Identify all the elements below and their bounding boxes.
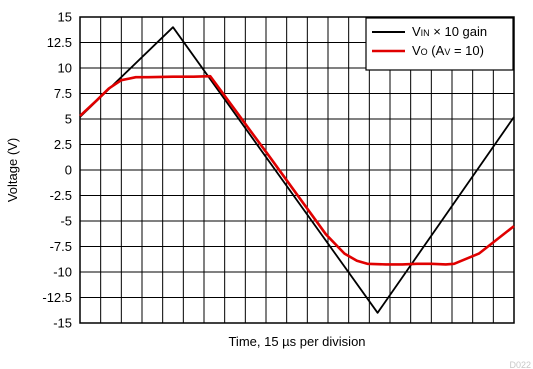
- y-tick-labels: 15 12.5 10 7.5 5 2.5 0 -2.5 -5 -7.5 -10 -12.5 -15: [42, 10, 72, 331]
- figure-id-watermark: D022: [509, 360, 531, 369]
- y-tick-label: -7.5: [50, 239, 72, 254]
- y-tick-label: -10: [53, 265, 72, 280]
- y-tick-label: -5: [60, 214, 72, 229]
- y-tick-label: 0: [65, 163, 72, 178]
- y-tick-label: 2.5: [54, 137, 72, 152]
- y-tick-label: 10: [58, 61, 72, 76]
- y-tick-label: -2.5: [50, 188, 72, 203]
- y-tick-label: 15: [58, 10, 72, 25]
- y-axis-title: Voltage (V): [5, 138, 20, 202]
- y-tick-label: -12.5: [42, 290, 72, 305]
- y-tick-label: 12.5: [47, 35, 72, 50]
- y-tick-label: 7.5: [54, 86, 72, 101]
- y-tick-label: 5: [65, 112, 72, 127]
- x-axis-title: Time, 15 µs per division: [228, 334, 365, 349]
- y-tick-label: -15: [53, 316, 72, 331]
